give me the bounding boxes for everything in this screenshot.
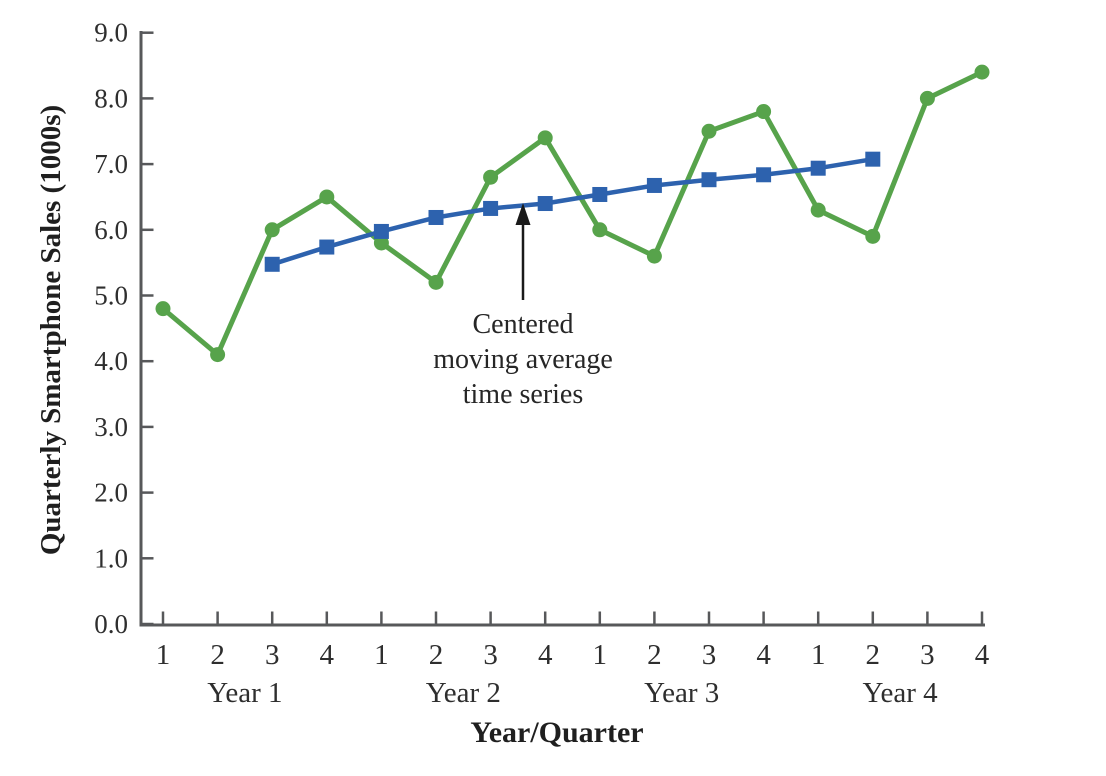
y-axis-tick-label: 0.0 bbox=[94, 609, 128, 639]
y-axis-tick-label: 7.0 bbox=[94, 149, 128, 179]
centered-moving-average-point-marker bbox=[865, 151, 881, 167]
x-axis-year-labels: Year 1 Year 2 Year 3 Year 4 bbox=[207, 677, 938, 709]
series-layer bbox=[155, 64, 990, 363]
centered-moving-average-point-marker bbox=[319, 239, 335, 255]
sales-point-marker bbox=[810, 202, 826, 218]
axes bbox=[139, 31, 985, 627]
x-axis-ticks: 1 2 3 4 1 2 3 4 1 2 3 4 1 2 3 4 bbox=[156, 611, 990, 671]
sales-point-marker bbox=[319, 189, 335, 205]
centered-moving-average-point-marker bbox=[264, 256, 280, 272]
x-axis-tick-label: 1 bbox=[593, 639, 608, 671]
x-axis-tick-label: 1 bbox=[156, 639, 171, 671]
y-axis-tick-label: 1.0 bbox=[94, 543, 128, 573]
centered-moving-average-line bbox=[269, 156, 876, 267]
sales-point-marker bbox=[592, 222, 608, 238]
x-axis-tick-label: 3 bbox=[483, 639, 498, 671]
sales-point-marker bbox=[373, 235, 389, 251]
y-axis-title: Quarterly Smartphone Sales (1000s) bbox=[35, 105, 67, 555]
y-axis-tick-label: 2.0 bbox=[94, 478, 128, 508]
centered-moving-average-point-marker bbox=[537, 196, 553, 212]
x-axis-tick-label: 4 bbox=[538, 639, 553, 671]
x-axis-tick-label: 3 bbox=[702, 639, 717, 671]
centered-moving-average-point-marker bbox=[810, 160, 826, 176]
annotation-line-2: moving average bbox=[433, 344, 613, 375]
x-axis-tick-label: 2 bbox=[647, 639, 662, 671]
x-axis-tick-label: 4 bbox=[975, 639, 990, 671]
x-axis-tick-label: 2 bbox=[210, 639, 225, 671]
series-centered-moving-average bbox=[264, 151, 881, 272]
sales-line bbox=[160, 69, 985, 358]
x-axis-tick-label: 4 bbox=[756, 639, 771, 671]
sales-point-marker bbox=[537, 130, 553, 146]
sales-point-marker bbox=[428, 274, 444, 290]
y-axis-ticks: 0.0 1.0 2.0 3.0 4.0 5.0 6.0 7.0 8.0 9.0 bbox=[94, 18, 154, 639]
x-axis-title: Year/Quarter bbox=[470, 716, 643, 749]
x-axis-tick-label: 2 bbox=[429, 639, 444, 671]
annotation-line-3: time series bbox=[463, 379, 584, 410]
y-axis-tick-label: 3.0 bbox=[94, 412, 128, 442]
annotation-line-1: Centered bbox=[472, 309, 573, 340]
x-axis-tick-label: 3 bbox=[920, 639, 935, 671]
series-sales bbox=[155, 64, 990, 363]
y-axis-tick-label: 8.0 bbox=[94, 83, 128, 113]
sales-point-marker bbox=[155, 301, 171, 317]
sales-point-marker bbox=[646, 248, 662, 264]
sales-point-marker bbox=[483, 169, 499, 185]
centered-moving-average-point-marker bbox=[646, 177, 662, 193]
centered-moving-average-point-marker bbox=[483, 200, 499, 216]
year-group-label: Year 3 bbox=[644, 677, 719, 709]
y-axis-tick-label: 4.0 bbox=[94, 346, 128, 376]
annotation-centered-moving-average: Centered moving average time series bbox=[433, 203, 613, 410]
centered-moving-average-point-marker bbox=[428, 209, 444, 225]
x-axis-tick-label: 4 bbox=[320, 639, 335, 671]
x-axis-tick-label: 1 bbox=[811, 639, 826, 671]
centered-moving-average-point-marker bbox=[592, 186, 608, 202]
year-group-label: Year 2 bbox=[426, 677, 501, 709]
sales-point-marker bbox=[210, 347, 226, 363]
x-axis-tick-label: 2 bbox=[866, 639, 881, 671]
centered-moving-average-point-marker bbox=[373, 223, 389, 239]
sales-point-marker bbox=[701, 123, 717, 139]
x-axis-tick-label: 1 bbox=[374, 639, 389, 671]
year-group-label: Year 1 bbox=[207, 677, 282, 709]
annotation-arrowhead-icon bbox=[515, 203, 531, 225]
centered-moving-average-point-marker bbox=[701, 172, 717, 188]
sales-point-marker bbox=[865, 228, 881, 244]
sales-point-marker bbox=[919, 90, 935, 106]
sales-point-marker bbox=[974, 64, 990, 80]
y-axis-tick-label: 5.0 bbox=[94, 281, 128, 311]
year-group-label: Year 4 bbox=[862, 677, 938, 709]
x-axis-tick-label: 3 bbox=[265, 639, 280, 671]
centered-moving-average-point-marker bbox=[756, 167, 772, 183]
sales-point-marker bbox=[756, 104, 772, 120]
y-axis-tick-label: 9.0 bbox=[94, 18, 128, 48]
y-axis-tick-label: 6.0 bbox=[94, 215, 128, 245]
sales-point-marker bbox=[264, 222, 280, 238]
